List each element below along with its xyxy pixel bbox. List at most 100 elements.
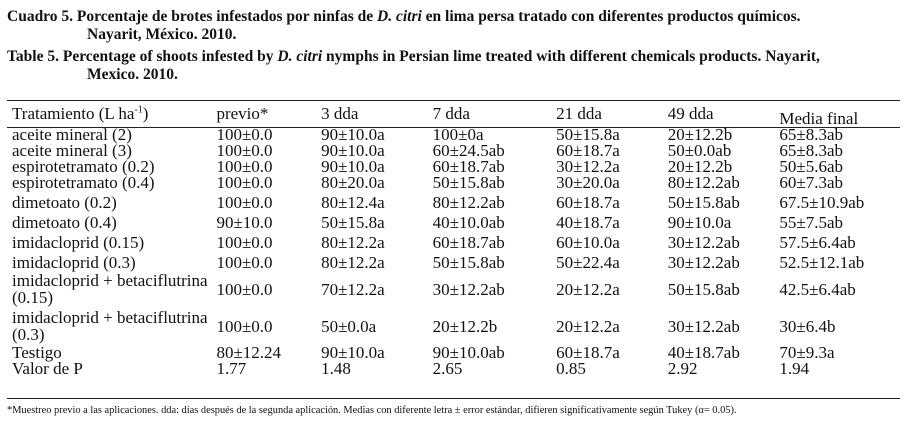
cell-21dda: 50±22.4a (556, 253, 620, 272)
cell-3dda: 90±10.0a (321, 343, 385, 362)
cell-7dda: 90±10.0ab (432, 343, 505, 362)
table-caption-english: Table 5. Percentage of shoots infested b… (7, 48, 902, 84)
cell-treatment: espirotetramato (0.4) (12, 173, 155, 192)
cell-previo: 100±0.0 (216, 173, 273, 192)
results-table: Tratamiento (L ha-1) previo* 3 dda 7 dda… (12, 101, 907, 377)
cell-21dda: 0.85 (556, 359, 586, 378)
cell-media-final: 1.94 (779, 359, 810, 378)
caption-en-species: D. citri (277, 48, 323, 65)
cell-treatment: Testigo (12, 343, 62, 362)
cell-media-final: 30±6.4b (779, 316, 836, 336)
cell-previo: 90±10.0 (216, 213, 273, 232)
table-top-rule (7, 100, 900, 101)
table-row: espirotetramato (0.4) 100±0.0 80±20.0a 5… (12, 173, 907, 192)
cell-media-final: 65±8.3ab (779, 125, 843, 144)
header-21dda: 21 dda (556, 104, 602, 123)
cell-21dda: 60±18.7a (556, 343, 620, 362)
cell-3dda: 90±10.0a (321, 157, 385, 176)
cell-7dda: 2.65 (432, 359, 463, 378)
cell-7dda: 60±18.7ab (432, 157, 505, 176)
cell-media-final: 67.5±10.9ab (779, 193, 865, 212)
cell-previo: 100±0.0 (216, 316, 273, 336)
table-caption-spanish: Cuadro 5. Porcentaje de brotes infestado… (7, 8, 902, 44)
cell-21dda: 40±18.7a (556, 213, 620, 232)
cell-7dda: 100±0a (432, 125, 484, 144)
header-7dda: 7 dda (432, 104, 470, 123)
cell-49dda: 50±15.8ab (667, 279, 740, 299)
cell-7dda: 50±15.8ab (432, 173, 505, 192)
header-unit-superscript: -1 (134, 104, 143, 116)
header-treatment: Tratamiento (L ha-1) (12, 104, 149, 123)
table-row: Valor de P 1.77 1.48 2.65 0.85 2.92 1.94 (12, 359, 907, 378)
cell-3dda: 50±0.0a (321, 316, 377, 336)
table-row: dimetoato (0.4) 90±10.0 50±15.8a 40±10.0… (12, 211, 907, 231)
cell-previo: 100±0.0 (216, 233, 273, 252)
cell-7dda: 30±12.2ab (432, 279, 505, 299)
cell-previo: 100±0.0 (216, 141, 273, 160)
caption-es-lead: Cuadro 5. Porcentaje de brotes infestado… (7, 8, 378, 25)
caption-en-tail: nymphs in Persian lime treated with diff… (322, 48, 820, 65)
caption-en-continuation: Mexico. 2010. (87, 66, 178, 83)
cell-49dda: 30±12.2ab (667, 233, 740, 252)
cell-treatment: dimetoato (0.4) (12, 213, 117, 232)
header-49dda: 49 dda (667, 104, 714, 123)
cell-treatment: imidacloprid + betaciflutrina (0.15) (12, 271, 208, 307)
header-previo: previo* (216, 104, 269, 123)
cell-previo: 80±12.24 (216, 343, 282, 362)
cell-49dda: 30±12.2ab (667, 253, 740, 272)
cell-21dda: 20±12.2a (556, 316, 620, 336)
caption-es-species: D. citri (377, 8, 422, 25)
cell-7dda: 20±12.2b (432, 316, 498, 336)
cell-49dda: 2.92 (667, 359, 698, 378)
caption-en-lead: Table 5. Percentage of shoots infested b… (7, 48, 278, 65)
cell-49dda: 90±10.0a (667, 213, 732, 232)
cell-7dda: 80±12.2ab (432, 193, 505, 212)
table-row: aceite mineral (3) 100±0.0 90±10.0a 60±2… (12, 141, 907, 160)
table-row: imidacloprid (0.3) 100±0.0 80±12.2a 50±1… (12, 251, 907, 271)
table-row: aceite mineral (2) 100±0.0 90±10.0a 100±… (12, 125, 907, 144)
cell-3dda: 1.48 (321, 359, 351, 378)
cell-treatment: dimetoato (0.2) (12, 193, 117, 212)
cell-treatment: aceite mineral (3) (12, 141, 132, 160)
cell-7dda: 60±24.5ab (432, 141, 505, 160)
cell-21dda: 30±20.0a (556, 173, 620, 192)
cell-media-final: 65±8.3ab (779, 141, 843, 160)
cell-3dda: 50±15.8a (321, 213, 385, 232)
cell-3dda: 80±12.4a (321, 193, 385, 212)
cell-21dda: 60±18.7a (556, 193, 620, 212)
cell-7dda: 40±10.0ab (432, 213, 505, 232)
cell-3dda: 70±12.2a (321, 279, 385, 299)
cell-49dda: 20±12.2b (667, 125, 733, 144)
cell-21dda: 50±15.8a (556, 125, 620, 144)
cell-media-final: 70±9.3a (779, 343, 835, 362)
table-body: aceite mineral (2) 100±0.0 90±10.0a 100±… (12, 125, 907, 378)
table-header-rule (7, 127, 900, 128)
cell-media-final: 60±7.3ab (779, 173, 843, 192)
header-3dda: 3 dda (321, 104, 359, 123)
cell-media-final: 50±5.6ab (779, 157, 843, 176)
cell-21dda: 60±18.7a (556, 141, 620, 160)
cell-3dda: 90±10.0a (321, 141, 385, 160)
table-row: imidacloprid + betaciflutrina (0.3) 100±… (12, 308, 907, 345)
table-row: imidacloprid + betaciflutrina (0.15) 100… (12, 271, 907, 308)
cell-previo: 100±0.0 (216, 125, 273, 144)
table-row: espirotetramato (0.2) 100±0.0 90±10.0a 6… (12, 157, 907, 176)
caption-es-continuation: Nayarit, México. 2010. (87, 26, 237, 43)
cell-previo: 1.77 (216, 359, 247, 378)
cell-previo: 100±0.0 (216, 253, 273, 272)
cell-49dda: 30±12.2ab (667, 316, 740, 336)
cell-treatment: aceite mineral (2) (12, 125, 132, 144)
table-footnote: *Muestreo previo a las aplicaciones. dda… (7, 405, 737, 416)
cell-49dda: 40±18.7ab (667, 343, 740, 362)
cell-treatment: Valor de P (12, 359, 83, 378)
cell-49dda: 50±15.8ab (667, 193, 740, 212)
cell-3dda: 80±12.2a (321, 233, 385, 252)
cell-previo: 100±0.0 (216, 193, 273, 212)
header-close-paren: ) (142, 104, 149, 123)
table-row: dimetoato (0.2) 100±0.0 80±12.4a 80±12.2… (12, 191, 907, 211)
cell-21dda: 30±12.2a (556, 157, 620, 176)
caption-es-tail: en lima persa tratado con diferentes pro… (421, 8, 801, 25)
cell-treatment: imidacloprid (0.15) (12, 233, 145, 252)
cell-previo: 100±0.0 (216, 157, 273, 176)
table-row: Testigo 80±12.24 90±10.0a 90±10.0ab 60±1… (12, 343, 907, 362)
